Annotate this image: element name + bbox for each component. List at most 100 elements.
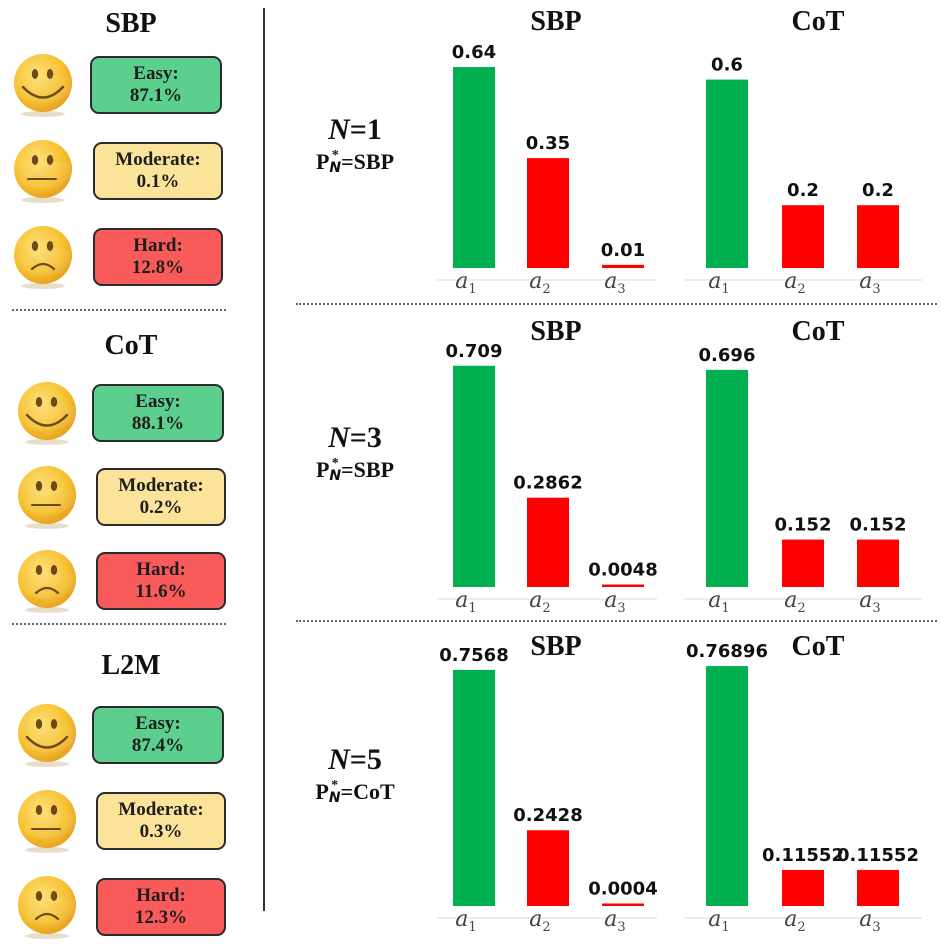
x-tick-label: a1 [455,907,476,935]
p-sub: N [328,789,341,806]
difficulty-percent: 0.1% [136,171,180,192]
chart-sbp-n3: SBP 0.709 a1 0.2862 a2 0.0048 a3 [437,316,658,616]
difficulty-label: Moderate: [118,475,204,496]
neutral-face-icon [10,138,76,204]
tick-subscript: 2 [797,601,805,616]
difficulty-label: Moderate: [115,149,201,170]
chart-title: CoT [792,316,845,347]
p-sup: * [331,777,339,793]
difficulty-percent: 88.1% [131,413,185,434]
moderate-box: Moderate: 0.2% [96,468,226,526]
easy-box: Easy: 88.1% [92,384,224,442]
dotted-separator [12,623,226,625]
difficulty-percent: 87.4% [131,735,185,756]
chart-title: SBP [530,6,581,37]
difficulty-label: Hard: [136,885,186,906]
bar-a2 [527,497,569,587]
difficulty-label: Hard: [133,235,183,256]
bar-value-label: 0.11552 [762,845,844,866]
p-value: =SBP [341,149,395,174]
chart-cot-n1: CoT 0.6 a1 0.2 a2 0.2 a3 [684,6,922,297]
neutral-face-icon [14,464,80,530]
bar-value-label: 0.76896 [686,641,768,662]
tick-subscript: 2 [797,282,805,297]
x-tick-label: a2 [784,269,805,297]
x-tick-label: a1 [708,269,729,297]
n-value: N=1 [280,112,430,148]
dotted-separator [296,620,937,622]
p-symbol: P [315,149,330,174]
x-tick-label: a3 [604,269,625,297]
chart-title: SBP [530,316,581,347]
difficulty-label: Easy: [135,713,181,734]
difficulty-percent: 0.2% [139,497,183,518]
x-tick-label: a3 [604,588,625,616]
vertical-divider [263,8,265,911]
bar-value-label: 0.2 [862,180,894,201]
sad-face-icon [14,548,80,614]
hard-box: Hard: 12.3% [96,878,226,936]
n-number: =1 [349,113,382,146]
easy-box: Easy: 87.1% [90,56,222,114]
n-symbol: N [328,743,350,776]
tick-subscript: 1 [721,920,729,935]
bar-value-label: 0.64 [452,42,496,63]
tick-subscript: 3 [617,601,625,616]
tick-subscript: 2 [542,920,550,935]
dotted-separator [12,309,226,311]
chart-title: CoT [792,631,845,662]
bar-a3 [857,869,899,906]
tick-subscript: 2 [542,282,550,297]
p-value: =CoT [340,779,395,804]
difficulty-label: Hard: [136,559,186,580]
sad-face-icon [14,874,80,940]
bar-a2 [527,158,569,268]
x-tick-label: a1 [708,588,729,616]
p-sub: N [329,159,342,176]
happy-face-icon [14,702,80,768]
bar-value-label: 0.2428 [513,805,582,826]
tick-subscript: 1 [721,282,729,297]
best-prompt: P * N =CoT [280,778,430,806]
chart-title: CoT [792,6,845,37]
bar-a3 [602,264,644,268]
x-tick-label: a3 [859,269,880,297]
row-label-n-5: N=5 P * N =CoT [280,742,430,806]
difficulty-percent: 87.1% [129,85,183,106]
sad-face-icon [10,224,76,290]
difficulty-label: Easy: [133,63,179,84]
difficulty-percent: 11.6% [135,581,187,602]
moderate-box: Moderate: 0.3% [96,792,226,850]
row-label-n-3: N=3 P * N =SBP [280,420,430,484]
bar-value-label: 0.35 [526,133,570,154]
tick-subscript: 3 [617,282,625,297]
n-symbol: N [328,421,350,454]
bar-value-label: 0.01 [601,240,645,261]
x-tick-label: a1 [708,907,729,935]
x-tick-label: a1 [455,588,476,616]
bar-a2 [782,205,824,268]
bar-value-label: 0.2 [787,180,819,201]
dotted-separator [296,303,937,305]
tick-subscript: 3 [617,920,625,935]
bar-value-label: 0.11552 [837,845,919,866]
bar-value-label: 0.152 [775,515,832,536]
p-sub: N [329,467,342,484]
x-tick-label: a3 [859,907,880,935]
chart-sbp-n1: SBP 0.64 a1 0.35 a2 0.01 a3 [437,6,657,297]
bar-value-label: 0.7568 [439,645,508,666]
difficulty-label: Easy: [135,391,181,412]
tick-subscript: 3 [872,601,880,616]
bar-a2 [782,539,824,587]
chart-cot-n5: CoT 0.76896 a1 0.11552 a2 0.11552 a3 [684,631,922,935]
tick-subscript: 1 [721,601,729,616]
best-prompt: P * N =SBP [280,148,430,176]
bar-value-label: 0.0004 [588,879,657,900]
chart-title: SBP [530,631,581,662]
x-tick-label: a2 [529,907,550,935]
method-title: CoT [104,330,158,361]
x-tick-label: a2 [529,269,550,297]
bar-a2 [527,830,569,906]
easy-box: Easy: 87.4% [92,706,224,764]
